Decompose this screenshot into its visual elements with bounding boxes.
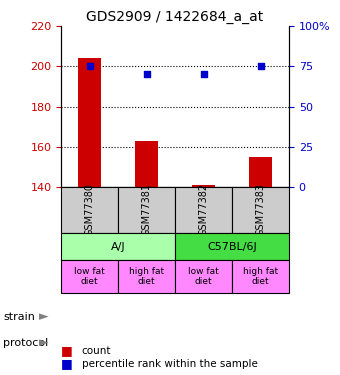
FancyBboxPatch shape	[61, 187, 118, 233]
FancyBboxPatch shape	[61, 233, 175, 260]
FancyBboxPatch shape	[118, 260, 175, 292]
Text: high fat
diet: high fat diet	[129, 267, 164, 286]
Text: low fat
diet: low fat diet	[188, 267, 219, 286]
FancyBboxPatch shape	[232, 187, 289, 233]
Text: GSM77381: GSM77381	[142, 183, 152, 236]
Point	[144, 72, 149, 78]
Bar	[192, 185, 215, 187]
Text: GSM77380: GSM77380	[85, 183, 95, 236]
Text: GSM77382: GSM77382	[199, 183, 208, 236]
FancyBboxPatch shape	[175, 233, 289, 260]
Bar	[78, 58, 101, 187]
FancyBboxPatch shape	[232, 260, 289, 292]
Text: high fat
diet: high fat diet	[243, 267, 278, 286]
Text: A/J: A/J	[111, 242, 125, 252]
FancyBboxPatch shape	[118, 187, 175, 233]
Text: ►: ►	[39, 310, 49, 323]
Text: ■: ■	[61, 357, 73, 370]
Point	[87, 63, 92, 69]
Text: C57BL/6J: C57BL/6J	[207, 242, 257, 252]
FancyBboxPatch shape	[175, 260, 232, 292]
Text: ►: ►	[39, 337, 49, 350]
Text: protocol: protocol	[3, 338, 49, 348]
FancyBboxPatch shape	[175, 187, 232, 233]
Bar	[249, 157, 272, 187]
Text: ■: ■	[61, 344, 73, 357]
FancyBboxPatch shape	[61, 260, 118, 292]
Text: GSM77383: GSM77383	[256, 183, 266, 236]
Text: count: count	[82, 346, 111, 355]
Point	[258, 63, 263, 69]
Point	[201, 72, 206, 78]
Text: low fat
diet: low fat diet	[74, 267, 105, 286]
Text: strain: strain	[3, 312, 35, 322]
Text: percentile rank within the sample: percentile rank within the sample	[82, 359, 257, 369]
Title: GDS2909 / 1422684_a_at: GDS2909 / 1422684_a_at	[86, 10, 264, 24]
Bar	[135, 141, 158, 187]
